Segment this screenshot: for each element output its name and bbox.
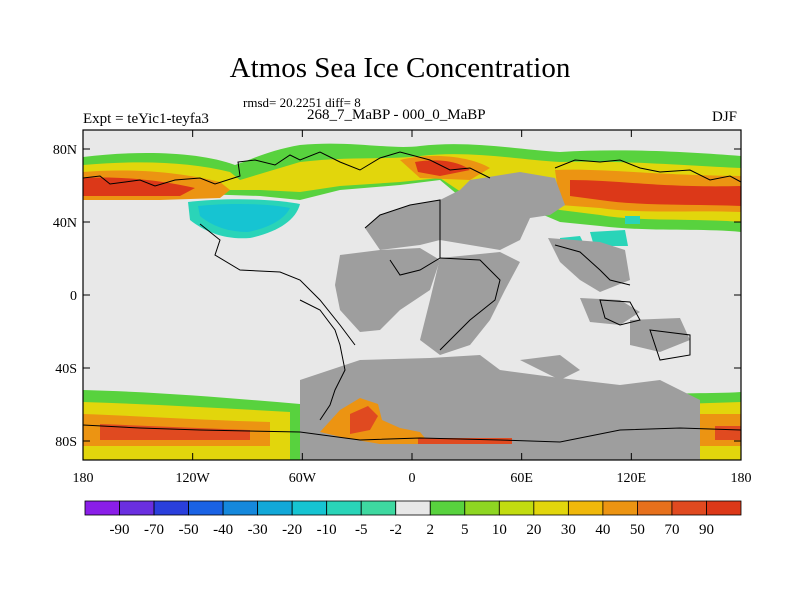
coastline-central <box>364 199 441 276</box>
colorbar-label: -40 <box>213 522 233 538</box>
lat-tick-label: 40S <box>55 362 77 377</box>
antarctic-strip-landmass <box>520 355 580 380</box>
laurasia-landmass <box>365 172 565 250</box>
colorbar-swatch <box>222 500 259 516</box>
lon-tick-label: 120E <box>617 471 647 486</box>
gondwana-africa-landmass <box>420 252 520 355</box>
colorbar-label: -10 <box>317 522 337 538</box>
colorbar-swatch <box>84 500 120 516</box>
period-label: 268_7_MaBP - 000_0_MaBP <box>307 107 486 123</box>
colorbar-swatch <box>533 500 569 516</box>
season-label: DJF <box>712 109 738 125</box>
colorbar-swatch <box>671 500 707 516</box>
gondwana-west-landmass <box>335 248 440 332</box>
lon-axis: 180 120W 60W 0 60E 120E 180 <box>73 130 752 486</box>
coastlines <box>83 151 741 443</box>
coastline-south-america <box>299 299 346 421</box>
colorbar-label: 50 <box>630 522 645 538</box>
colorbar-swatch <box>291 500 328 516</box>
map-field <box>83 130 741 460</box>
lat-tick-label: 80S <box>55 435 77 450</box>
southeast-islands-landmass <box>580 298 690 352</box>
colorbar-label: -5 <box>355 522 368 538</box>
coastline-arctic <box>83 151 491 187</box>
colorbar: -90 -70 -50 -40 -30 -20 -10 -5 -2 2 5 10 20 30 40 50 70 9… <box>84 500 742 538</box>
sea-ice-increase-strip <box>418 438 512 444</box>
lon-tick-label: 180 <box>73 471 94 486</box>
lat-axis: 80N 40N 0 40S 80S <box>53 143 741 450</box>
colorbar-label: -2 <box>389 522 402 538</box>
lat-tick-label: 40N <box>53 216 77 231</box>
colorbar-swatch <box>257 500 293 516</box>
sea-ice-decrease-north-core <box>198 203 290 232</box>
colorbar-label: -90 <box>110 522 130 538</box>
colorbar-label: -70 <box>144 522 164 538</box>
lon-tick-label: 60W <box>289 471 317 486</box>
colorbar-swatch <box>395 500 431 516</box>
coastline-north-asia <box>554 159 741 183</box>
colorbar-swatch <box>360 500 397 516</box>
colorbar-swatch <box>153 500 189 516</box>
colorbar-label: 90 <box>699 522 714 538</box>
colorbar-swatch <box>567 500 604 516</box>
sea-ice-increase-north-high <box>83 155 741 212</box>
colorbar-label: 30 <box>561 522 576 538</box>
colorbar-label: 70 <box>664 522 679 538</box>
colorbar-swatch <box>706 500 742 516</box>
lat-tick-label: 0 <box>70 289 77 304</box>
sea-ice-decrease-east <box>560 216 640 246</box>
sea-ice-increase-south-max <box>100 424 741 440</box>
colorbar-label: 40 <box>595 522 610 538</box>
figure-title: Atmos Sea Ice Concentration <box>229 52 571 84</box>
coastline-south-polar <box>83 424 741 443</box>
colorbar-swatch <box>464 500 500 516</box>
lon-tick-label: 60E <box>510 471 533 486</box>
colorbar-label: -50 <box>179 522 199 538</box>
colorbar-swatch <box>498 500 535 516</box>
colorbar-label: -30 <box>248 522 268 538</box>
coastline-north-america <box>199 223 356 346</box>
colorbar-label: -20 <box>282 522 302 538</box>
cimmeria-landmass <box>548 238 630 292</box>
colorbar-label: 20 <box>526 522 541 538</box>
coastline-south-asia <box>554 244 631 286</box>
lon-tick-label: 180 <box>731 471 752 486</box>
coastline-africa <box>439 257 501 351</box>
colorbar-label: 2 <box>427 522 435 538</box>
colorbar-swatch <box>119 500 155 516</box>
colorbar-swatch <box>637 500 673 516</box>
colorbar-swatch <box>188 500 224 516</box>
colorbar-swatch <box>326 500 362 516</box>
experiment-label: Expt = teYic1-teyfa3 <box>83 111 209 127</box>
colorbar-label: 10 <box>492 522 507 538</box>
stats-label: rmsd= 20.2251 diff= 8 <box>243 95 361 110</box>
colorbar-swatch <box>602 500 638 516</box>
lat-tick-label: 80N <box>53 143 77 158</box>
sea-ice-increase-north-max <box>83 160 741 206</box>
lon-tick-label: 0 <box>409 471 416 486</box>
sea-ice-increase-weddell-core <box>350 406 378 434</box>
lon-tick-label: 120W <box>176 471 211 486</box>
colorbar-label: 5 <box>461 522 469 538</box>
colorbar-swatch <box>429 500 466 516</box>
coastline-islands <box>599 299 691 361</box>
